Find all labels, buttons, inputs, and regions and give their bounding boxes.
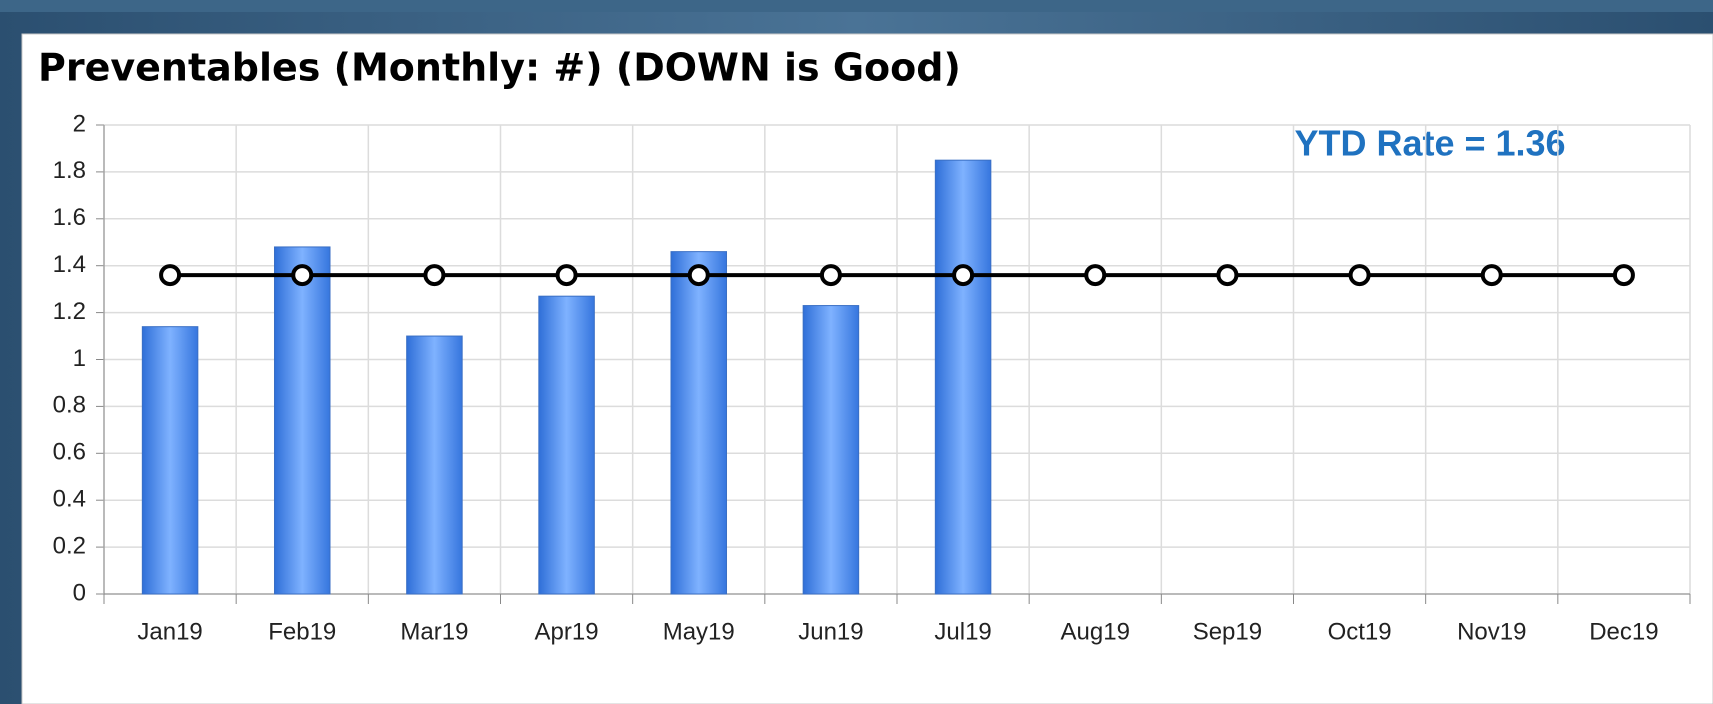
line-marker (291, 264, 314, 287)
y-tick-label: 1.4 (53, 251, 86, 278)
x-tick-label: Aug19 (1061, 618, 1130, 645)
line-marker (423, 264, 446, 287)
y-tick-label: 0.4 (53, 486, 86, 513)
top-band (0, 0, 1713, 12)
y-tick-label: 0.6 (53, 439, 86, 466)
x-tick-label: Jun19 (798, 618, 863, 645)
x-tick-label: Sep19 (1193, 618, 1262, 645)
y-tick-label: 1.2 (53, 298, 86, 325)
x-tick-label: Jan19 (137, 618, 202, 645)
line-marker (1480, 264, 1503, 287)
line-marker (952, 264, 975, 287)
bar (670, 251, 728, 595)
bar (273, 246, 331, 595)
y-tick-label: 0.2 (53, 532, 86, 559)
y-tick-label: 1.6 (53, 204, 86, 231)
line-marker (555, 264, 578, 287)
x-tick-label: Feb19 (268, 618, 336, 645)
bar (141, 326, 199, 595)
x-tick-label: Mar19 (400, 618, 468, 645)
bar (934, 159, 992, 595)
line-marker (1612, 264, 1635, 287)
bar (406, 335, 463, 595)
annotation: YTD Rate = 1.36 (1294, 123, 1565, 164)
x-tick-label: Jul19 (934, 618, 991, 645)
y-tick-label: 0 (73, 579, 86, 606)
y-tick-label: 1 (73, 345, 86, 372)
x-tick-label: Nov19 (1457, 618, 1526, 645)
line-marker (1216, 264, 1239, 287)
y-tick-label: 2 (73, 110, 86, 137)
bar (538, 295, 595, 595)
y-tick-label: 1.8 (53, 157, 86, 184)
x-tick-label: May19 (663, 618, 735, 645)
x-tick-label: Dec19 (1589, 618, 1658, 645)
y-tick-label: 0.8 (53, 392, 86, 419)
line-marker (819, 264, 842, 287)
chart-title: Preventables (Monthly: #) (DOWN is Good) (38, 46, 961, 90)
x-tick-label: Apr19 (535, 618, 599, 645)
x-tick-label: Oct19 (1328, 618, 1392, 645)
bar (802, 305, 860, 595)
line-marker (159, 264, 182, 287)
line-marker (1348, 264, 1371, 287)
line-marker (687, 264, 710, 287)
line-marker (1084, 264, 1107, 287)
